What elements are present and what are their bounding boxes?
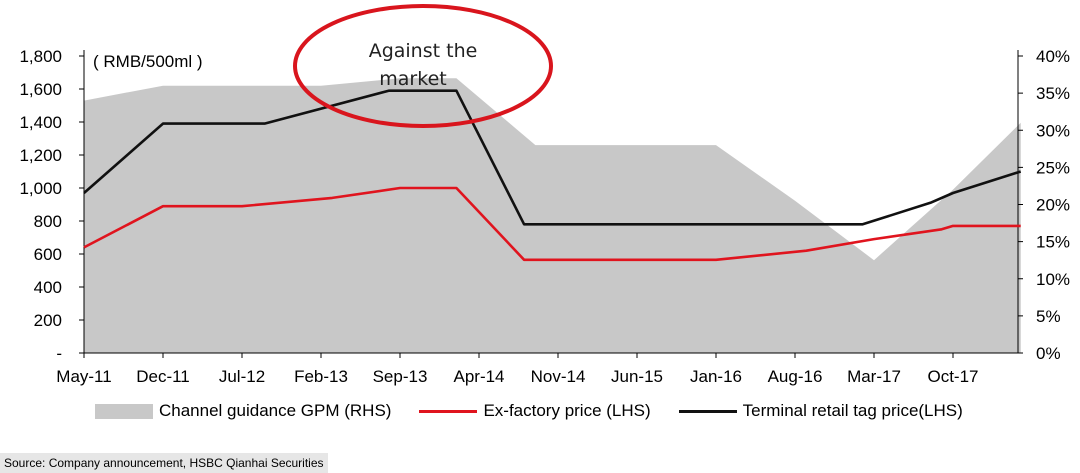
legend-swatch-retail — [678, 409, 737, 413]
y-left-tick-label: 1,200 — [19, 146, 62, 165]
unit-label: ( RMB/500ml ) — [93, 52, 203, 71]
y-left-tick-label: 1,600 — [19, 80, 62, 99]
y-right-tick-label: 15% — [1036, 233, 1070, 252]
y-right-tick-label: 10% — [1036, 270, 1070, 289]
y-left-tick-label: 1,000 — [19, 179, 62, 198]
x-tick-label: Feb-13 — [294, 367, 348, 386]
ex-factory-price-line — [83, 186, 1021, 262]
legend-swatch-gpm — [95, 403, 153, 419]
annotation-text: Against the market — [369, 40, 478, 90]
annotation-ellipse — [293, 4, 553, 128]
x-tick-label: Jun-15 — [611, 367, 663, 386]
x-tick-label: Aug-16 — [768, 367, 823, 386]
legend-item-ex-factory: Ex-factory price (LHS) — [419, 401, 651, 421]
x-tick-label: Apr-14 — [453, 367, 504, 386]
legend-label-gpm: Channel guidance GPM (RHS) — [159, 401, 392, 420]
legend-item-retail: Terminal retail tag price(LHS) — [678, 401, 963, 421]
y-left-tick-label: 600 — [34, 245, 62, 264]
x-tick-label: Dec-11 — [136, 367, 190, 386]
x-tick-label: Jul-12 — [219, 367, 265, 386]
ticks-layer: - 200 400 600 800 1,000 1,200 1,400 1,600 1,800 0%… — [19, 47, 1070, 386]
gpm-area — [84, 78, 1021, 354]
x-tick-label: Sep-13 — [373, 367, 428, 386]
y-right-tick-label: 5% — [1036, 307, 1061, 326]
lines-layer — [83, 89, 1022, 262]
y-right-tick-label: 0% — [1036, 344, 1061, 363]
gpm-area-layer — [84, 78, 1021, 354]
axes-layer — [79, 50, 1023, 358]
x-tick-label: Jan-16 — [690, 367, 742, 386]
y-left-tick-label: 1,800 — [19, 47, 62, 66]
chart-canvas: - 200 400 600 800 1,000 1,200 1,400 1,600 1,800 0%… — [19, 4, 1070, 386]
legend: Channel guidance GPM (RHS) Ex-factory pr… — [95, 401, 991, 421]
y-left-tick-label: 400 — [34, 278, 62, 297]
legend-label-retail: Terminal retail tag price(LHS) — [742, 401, 963, 420]
y-left-tick-label: 800 — [34, 212, 62, 231]
x-tick-label: Oct-17 — [927, 367, 978, 386]
x-tick-label: May-11 — [56, 367, 111, 386]
x-tick-label: Mar-17 — [847, 367, 901, 386]
x-tick-label: Nov-14 — [531, 367, 586, 386]
terminal-retail-price-line — [83, 89, 1022, 226]
legend-swatch-ex-factory — [419, 409, 478, 413]
y-left-tick-label: 1,400 — [19, 113, 62, 132]
legend-label-ex-factory: Ex-factory price (LHS) — [483, 401, 651, 420]
y-right-tick-label: 25% — [1036, 158, 1070, 177]
y-right-tick-label: 20% — [1036, 196, 1070, 215]
y-right-tick-label: 40% — [1036, 47, 1070, 66]
y-right-tick-label: 30% — [1036, 121, 1070, 140]
y-left-tick-label: 200 — [34, 311, 62, 330]
y-right-tick-label: 35% — [1036, 84, 1070, 103]
legend-item-gpm: Channel guidance GPM (RHS) — [95, 401, 391, 421]
y-left-tick-label: - — [56, 344, 62, 363]
source-note: Source: Company announcement, HSBC Qianh… — [0, 453, 328, 473]
